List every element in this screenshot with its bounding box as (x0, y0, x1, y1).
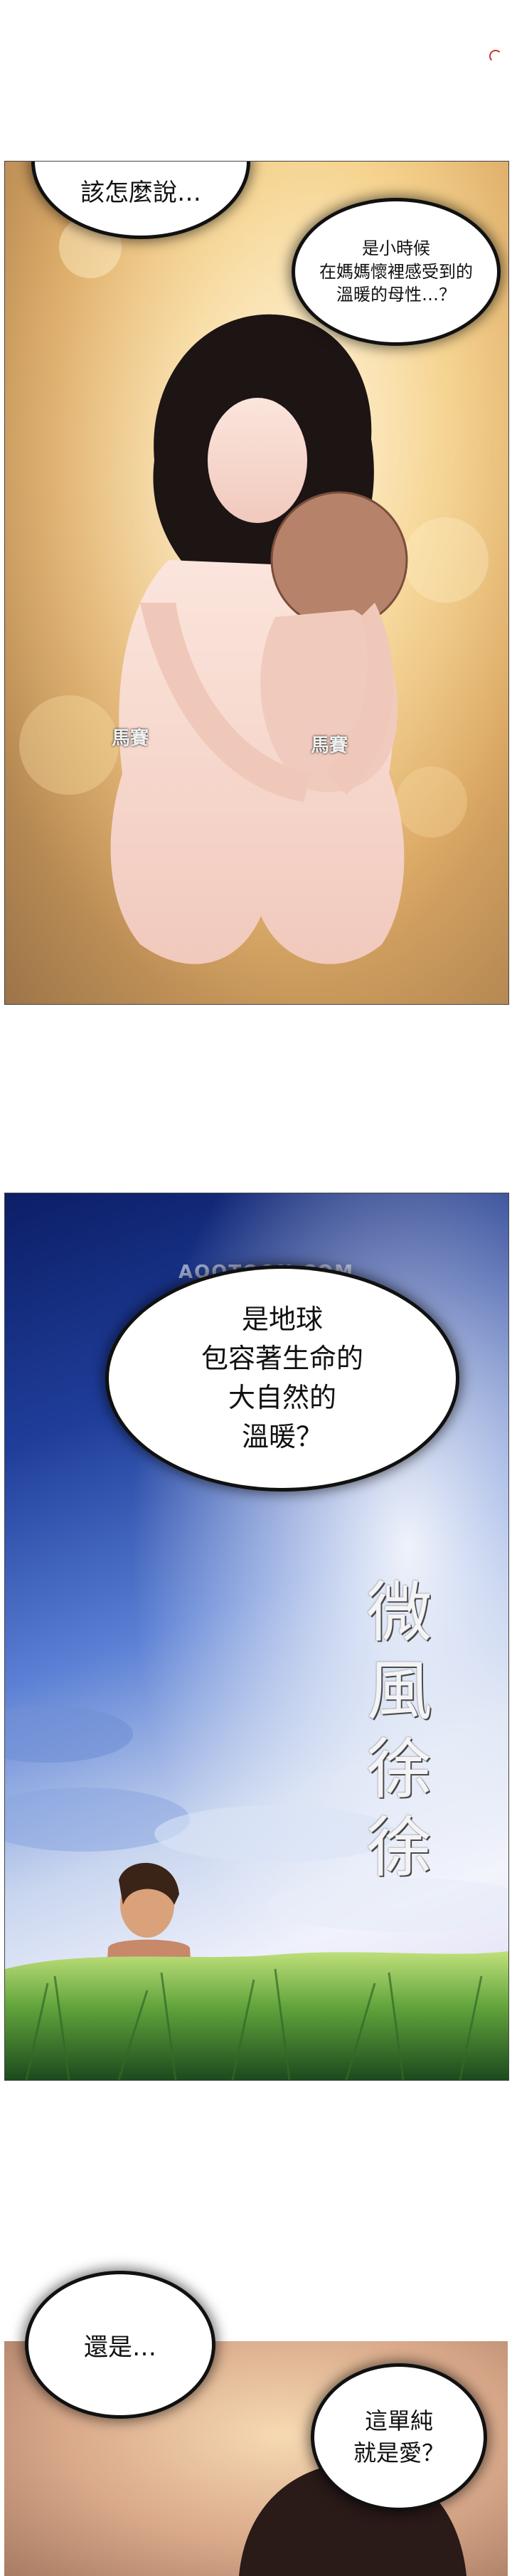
sound-effect-breeze: 微風徐徐 (356, 1578, 432, 1891)
speech-line: 是地球 (241, 1303, 323, 1335)
speech-bubble-just-love: 這單純 就是愛？ (317, 2370, 481, 2505)
speech-line: 就是愛？ (353, 2439, 444, 2466)
comic-panel-mother: 馬賽 馬賽 該怎麼說… 是小時候 在媽媽懷裡感受到的 溫暖的母性…？ (4, 161, 509, 1005)
corner-mark (489, 50, 502, 63)
speech-line: 是小時候 (362, 238, 430, 259)
speech-line: 溫暖的母性…？ (336, 285, 456, 305)
comic-panel-nature: AOOTOON.COM 是地球 包容著生命的 大自然的 溫暖？ 微風徐徐 (4, 1193, 509, 2081)
mosaic-censor-label: 馬賽 (112, 728, 149, 749)
speech-bubble-earth-warmth: 是地球 包容著生命的 大自然的 溫暖？ (112, 1272, 453, 1485)
speech-bubble-or: 還是… (31, 2277, 209, 2412)
mother-embracing-child-illustration (5, 162, 508, 1004)
speech-bubble-mother-warmth: 是小時候 在媽媽懷裡感受到的 溫暖的母性…？ (298, 204, 494, 339)
speech-text: 該怎麼說… (80, 178, 201, 207)
speech-line: 這單純 (364, 2407, 433, 2435)
mosaic-censor-label: 馬賽 (311, 735, 348, 756)
speech-line: 溫暖？ (241, 1421, 323, 1453)
speech-line: 包容著生命的 (201, 1342, 363, 1374)
speech-text: 還是… (84, 2333, 156, 2362)
speech-line: 在媽媽懷裡感受到的 (319, 261, 473, 282)
speech-line: 大自然的 (228, 1382, 336, 1413)
